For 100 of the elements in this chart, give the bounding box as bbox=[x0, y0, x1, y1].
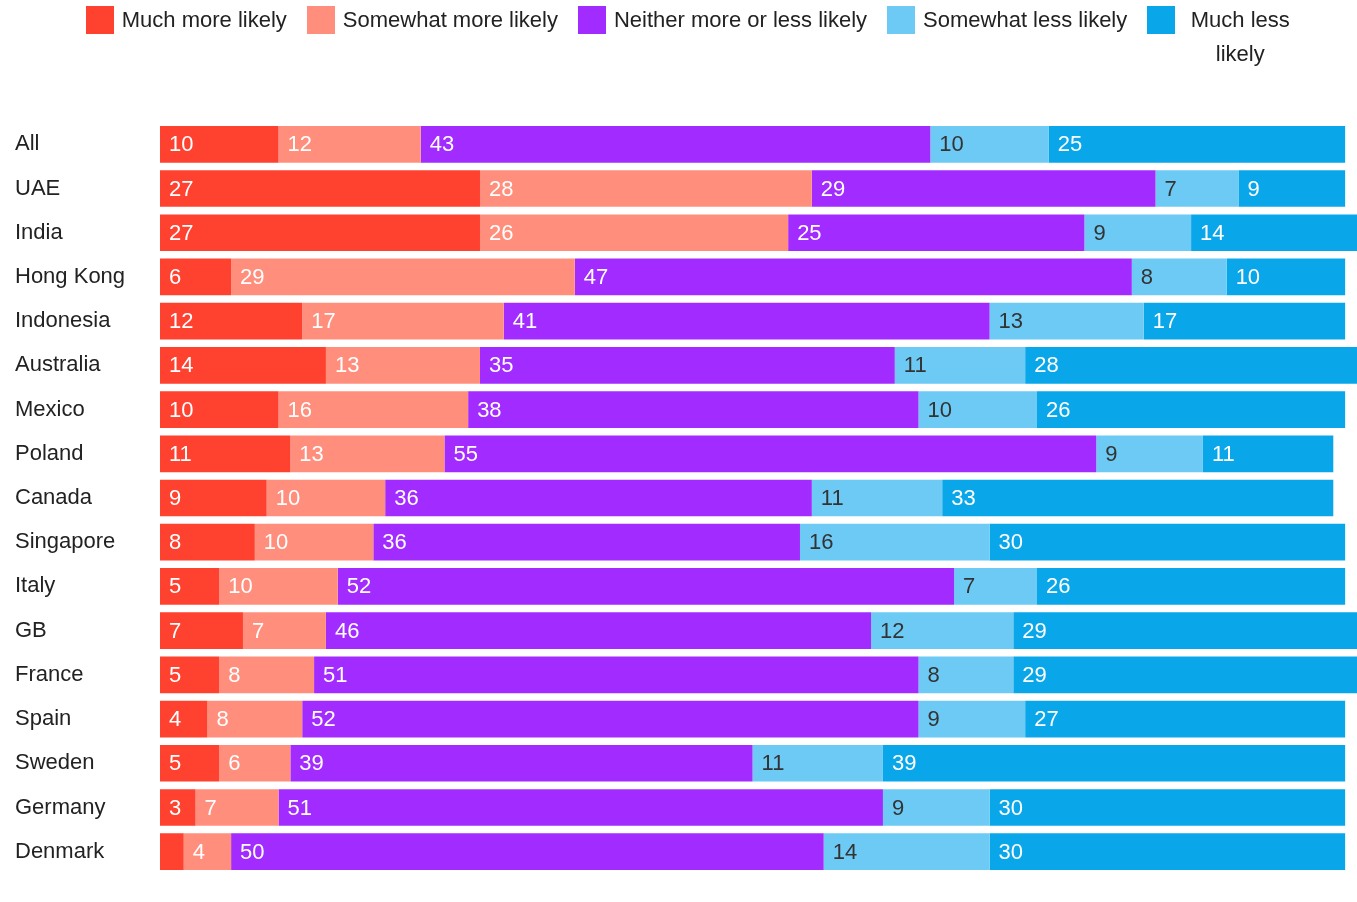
y-tick-label: Sweden bbox=[15, 749, 95, 775]
data-label: 30 bbox=[998, 838, 1024, 864]
data-label: 7 bbox=[1164, 175, 1177, 201]
bar bbox=[290, 435, 445, 473]
bar bbox=[278, 391, 469, 428]
y-tick-label: Mexico bbox=[15, 395, 85, 421]
bar bbox=[894, 347, 1026, 384]
bar bbox=[942, 479, 1334, 517]
bar bbox=[160, 347, 326, 384]
data-label: 8 bbox=[927, 661, 940, 687]
bar bbox=[373, 523, 800, 561]
data-label: 12 bbox=[880, 617, 905, 643]
bar bbox=[823, 833, 990, 871]
data-label: 17 bbox=[311, 308, 336, 334]
data-label: 7 bbox=[169, 617, 182, 643]
data-label: 9 bbox=[1093, 219, 1106, 245]
bar bbox=[479, 170, 812, 207]
data-label: 29 bbox=[1022, 617, 1047, 643]
data-label: 29 bbox=[820, 175, 846, 201]
bar bbox=[302, 302, 504, 340]
data-label: 10 bbox=[169, 396, 194, 422]
bar bbox=[1202, 435, 1334, 473]
data-label: 5 bbox=[169, 573, 182, 599]
y-tick-label: Denmark bbox=[15, 837, 106, 863]
bar bbox=[160, 258, 232, 296]
bar bbox=[882, 789, 990, 826]
data-label: 9 bbox=[169, 485, 182, 511]
bar bbox=[1013, 612, 1357, 649]
bar bbox=[1037, 391, 1346, 428]
bar bbox=[918, 700, 1026, 738]
data-label: 47 bbox=[583, 264, 609, 289]
data-label: 43 bbox=[429, 131, 455, 157]
data-label: 50 bbox=[240, 838, 265, 864]
data-label: 12 bbox=[287, 131, 312, 157]
y-tick-label: Italy bbox=[15, 572, 56, 598]
bar bbox=[160, 391, 279, 428]
bar bbox=[207, 700, 303, 738]
legend-label: Much more likely bbox=[121, 6, 287, 34]
bar bbox=[1155, 170, 1239, 207]
y-tick-label: Indonesia bbox=[15, 307, 112, 333]
data-label: 16 bbox=[808, 529, 834, 555]
bar bbox=[160, 302, 303, 340]
bar bbox=[183, 833, 232, 871]
y-tick-label: Spain bbox=[15, 705, 72, 731]
bar bbox=[160, 744, 220, 782]
bar bbox=[325, 612, 872, 649]
data-label: 39 bbox=[299, 750, 324, 776]
data-label: 14 bbox=[169, 352, 194, 378]
data-label: 3 bbox=[169, 794, 182, 820]
bar bbox=[302, 700, 919, 738]
y-tick-label: Hong Kong bbox=[15, 263, 126, 288]
data-label: 11 bbox=[169, 440, 192, 466]
y-tick-label: India bbox=[15, 218, 64, 244]
data-label: 27 bbox=[169, 219, 194, 245]
bar bbox=[160, 656, 220, 694]
data-label: 30 bbox=[998, 794, 1024, 820]
bar bbox=[1143, 302, 1346, 340]
bar bbox=[337, 568, 955, 605]
y-tick-label: Australia bbox=[15, 351, 102, 377]
data-label: 8 bbox=[169, 529, 182, 555]
bar bbox=[325, 347, 480, 384]
data-label: 52 bbox=[311, 706, 336, 732]
data-label: 14 bbox=[832, 838, 858, 864]
data-label: 10 bbox=[275, 485, 301, 511]
bar bbox=[811, 170, 1156, 207]
bar bbox=[503, 302, 990, 340]
bar bbox=[444, 435, 1097, 473]
y-tick-label: Poland bbox=[15, 439, 84, 465]
data-label: 10 bbox=[169, 131, 194, 157]
bar bbox=[1084, 214, 1192, 252]
bar bbox=[231, 833, 824, 871]
bar bbox=[160, 479, 267, 517]
data-label: 55 bbox=[453, 440, 478, 466]
data-label: 9 bbox=[1105, 440, 1118, 466]
data-label: 29 bbox=[1022, 661, 1047, 687]
data-label: 6 bbox=[169, 264, 182, 289]
data-label: 29 bbox=[240, 264, 265, 289]
data-label: 10 bbox=[1235, 264, 1261, 289]
data-label: 11 bbox=[903, 352, 927, 378]
bar bbox=[1131, 258, 1227, 296]
data-label: 25 bbox=[797, 219, 822, 245]
bar bbox=[479, 347, 895, 384]
data-label: 12 bbox=[169, 308, 194, 334]
data-label: 26 bbox=[1046, 573, 1071, 599]
data-label: 35 bbox=[488, 352, 514, 378]
data-label: 8 bbox=[228, 661, 241, 687]
bar bbox=[1226, 258, 1346, 296]
legend-label: Neither more or less likely bbox=[613, 6, 868, 34]
y-tick-label: France bbox=[15, 660, 84, 686]
bar bbox=[160, 789, 196, 826]
data-label: 14 bbox=[1200, 219, 1225, 245]
bar bbox=[160, 435, 291, 473]
data-label: 11 bbox=[1211, 440, 1235, 466]
legend-label: Much less likely bbox=[1189, 6, 1291, 68]
bar bbox=[160, 523, 255, 561]
data-label: 25 bbox=[1057, 131, 1083, 157]
data-label: 10 bbox=[939, 131, 964, 157]
data-label: 51 bbox=[323, 661, 348, 687]
bar bbox=[1191, 214, 1357, 252]
bar bbox=[420, 125, 931, 163]
